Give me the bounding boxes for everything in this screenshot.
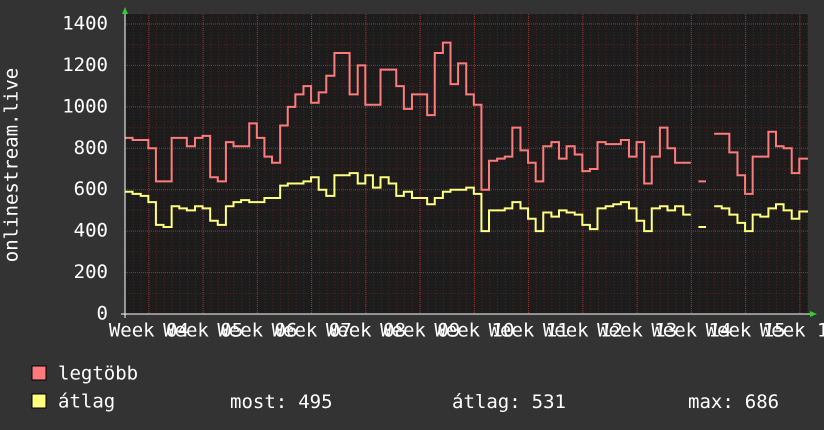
x-tick-label: Week 06 [217, 320, 297, 342]
series-line [125, 41, 808, 195]
stat-label: átlag: [452, 391, 521, 413]
x-tick-label: Week 15 [706, 320, 786, 342]
y-tick-label: 200 [74, 261, 108, 283]
stat-label: most: [230, 391, 287, 413]
x-tick-label: Week 09 [380, 320, 460, 342]
stat-value: 686 [745, 391, 779, 413]
x-tick-label: Week 16 [760, 320, 824, 342]
y-tick-label: 400 [74, 220, 108, 242]
x-tick-label: Week 05 [163, 320, 243, 342]
legend-label: átlag [58, 391, 115, 413]
x-tick-label: Week 13 [597, 320, 677, 342]
y-tick-label: 600 [74, 178, 108, 200]
y-tick-label: 0 [97, 303, 108, 325]
x-tick-label: Week 10 [434, 320, 514, 342]
y-tick-label: 800 [74, 137, 108, 159]
stat-value: 531 [532, 391, 566, 413]
x-tick-label: Week 07 [272, 320, 352, 342]
x-tick-label: Week 04 [109, 320, 189, 342]
legend-stat: most: 495 [230, 391, 333, 413]
legend-stat: átlag: 531 [452, 391, 566, 413]
x-tick-label: Week 14 [651, 320, 731, 342]
marks [125, 41, 808, 233]
x-arrow [810, 311, 817, 317]
y-axis-label: onlinestream.live [1, 68, 23, 262]
legend-stat: max: 686 [688, 391, 779, 413]
x-tick-label: Week 08 [326, 320, 406, 342]
series-line [125, 172, 808, 233]
y-tick-label: 1400 [62, 13, 108, 35]
y-tick-label: 1000 [62, 95, 108, 117]
stat-label: max: [688, 391, 734, 413]
legend-swatch [31, 393, 47, 409]
legend-label: legtöbb [58, 363, 138, 385]
x-tick-label: Week 12 [543, 320, 623, 342]
y-arrow [122, 7, 128, 14]
stat-value: 495 [298, 391, 332, 413]
legend-swatch [31, 365, 47, 381]
x-tick-label: Week 11 [489, 320, 569, 342]
y-tick-label: 1200 [62, 54, 108, 76]
